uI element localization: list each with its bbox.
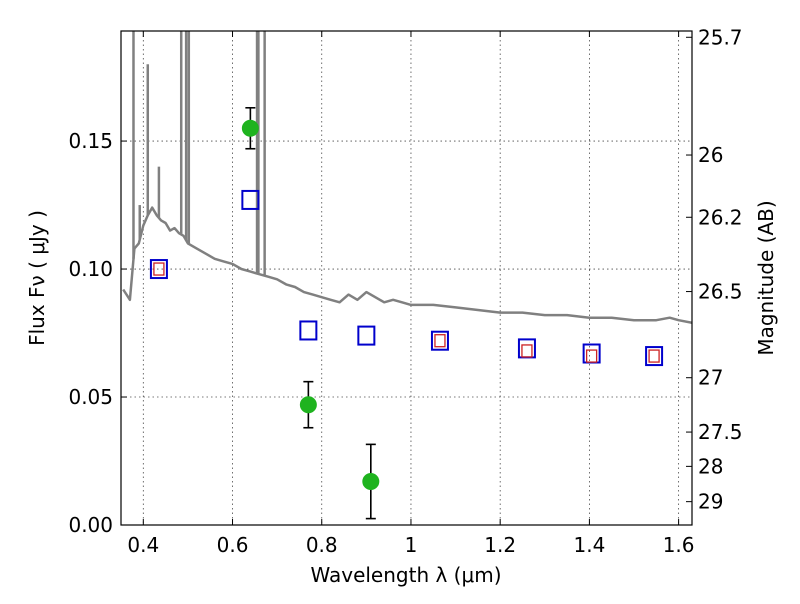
plot-frame — [120, 30, 693, 526]
y2-tick-label: 27.5 — [698, 420, 743, 444]
y2-tick-label: 26.5 — [698, 280, 743, 304]
x-axis-label: Wavelength λ (μm) — [310, 563, 501, 587]
y-tick-label: 0.10 — [68, 257, 113, 281]
model-photometry-square — [299, 320, 318, 341]
model-photometry-square — [430, 330, 449, 351]
x-tick-label: 1.2 — [484, 533, 516, 557]
y-axis-label: Flux Fν ( μJy ) — [25, 210, 49, 346]
model-photometry-square — [241, 189, 260, 210]
model-spectrum-line — [122, 206, 692, 325]
model-photometry-inner-square — [521, 344, 533, 358]
y2-tick-label: 26.2 — [698, 205, 743, 229]
y-tick-label: 0.15 — [68, 129, 113, 153]
grid — [121, 31, 692, 526]
y2-tick-label: 26 — [698, 143, 723, 167]
x-tick-label: 0.8 — [306, 533, 338, 557]
y2-tick-label: 27 — [698, 366, 723, 390]
model-photometry-square — [149, 259, 168, 280]
x-tick-label: 1 — [405, 533, 418, 557]
ticks: 0.4 0.6 0.8 1 1.2 1.4 1.6 0.00 0.05 0.10 0.15 25.7 2… — [68, 25, 742, 557]
y2-tick-label: 25.7 — [698, 25, 743, 49]
model-photometry-inner-square — [434, 334, 446, 348]
y2-tick-label: 29 — [698, 490, 723, 514]
x-tick-label: 1.6 — [663, 533, 695, 557]
y-tick-label: 0.00 — [68, 513, 113, 537]
y2-tick-label: 28 — [698, 454, 723, 478]
x-tick-label: 0.6 — [217, 533, 249, 557]
y2-axis-label: Magnitude (AB) — [754, 200, 778, 355]
x-tick-label: 0.4 — [127, 533, 159, 557]
model-photometry-inner-square — [585, 349, 598, 363]
model-photometry-inner-square — [648, 349, 660, 363]
observed-data-point — [241, 119, 259, 137]
observed-data-point — [299, 396, 317, 414]
x-tick-label: 1.4 — [573, 533, 605, 557]
y-tick-label: 0.05 — [68, 385, 113, 409]
model-photometry-inner-square — [153, 262, 165, 276]
model-photometry-square — [357, 325, 376, 346]
data-layer — [122, 31, 692, 520]
observed-data-point — [362, 472, 380, 490]
model-photometry-square — [645, 346, 664, 367]
